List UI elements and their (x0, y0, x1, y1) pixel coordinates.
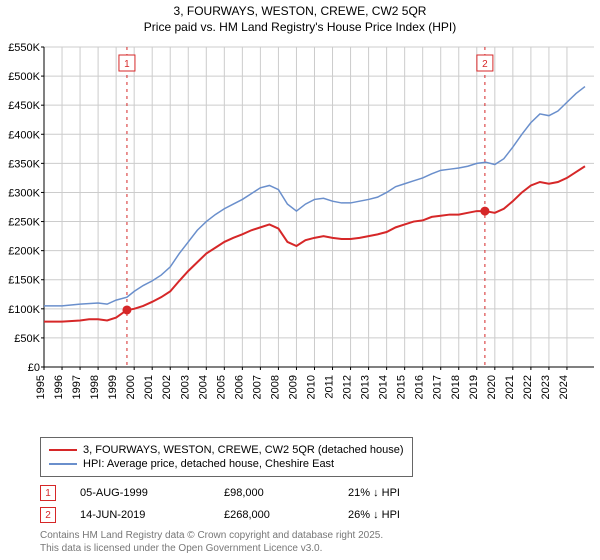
footer-line-1: Contains HM Land Registry data © Crown c… (40, 529, 600, 542)
title-line-2: Price paid vs. HM Land Registry's House … (0, 20, 600, 36)
svg-text:£300K: £300K (8, 188, 40, 200)
svg-text:2015: 2015 (396, 375, 408, 399)
svg-text:£550K: £550K (8, 42, 40, 54)
svg-text:1995: 1995 (35, 375, 47, 399)
legend-swatch (49, 449, 77, 451)
svg-text:2021: 2021 (504, 375, 516, 399)
svg-text:2012: 2012 (342, 375, 354, 399)
legend-row: HPI: Average price, detached house, Ches… (49, 458, 404, 470)
svg-text:1996: 1996 (53, 375, 65, 399)
svg-text:2007: 2007 (251, 375, 263, 399)
svg-text:2001: 2001 (143, 375, 155, 399)
event-diff: 21% ↓ HPI (348, 487, 400, 499)
chart-area: £0 £50K £100K £150K £200K £250K £300K £350K £400… (0, 41, 600, 431)
svg-text:£400K: £400K (8, 129, 40, 141)
svg-text:£150K: £150K (8, 275, 40, 287)
svg-text:2018: 2018 (450, 375, 462, 399)
footer-line-2: This data is licensed under the Open Gov… (40, 542, 600, 555)
svg-text:2011: 2011 (324, 375, 336, 399)
event-marker: 2 (40, 507, 56, 523)
svg-text:2004: 2004 (197, 375, 209, 399)
svg-text:2000: 2000 (125, 375, 137, 399)
legend-label: HPI: Average price, detached house, Ches… (83, 458, 334, 470)
svg-text:2: 2 (482, 59, 488, 70)
svg-text:2016: 2016 (414, 375, 426, 399)
svg-text:2002: 2002 (161, 375, 173, 399)
event-marker: 1 (40, 485, 56, 501)
svg-text:£0: £0 (28, 362, 40, 374)
svg-text:2008: 2008 (269, 375, 281, 399)
svg-text:1997: 1997 (71, 375, 83, 399)
legend-swatch (49, 463, 77, 465)
svg-text:2005: 2005 (215, 375, 227, 399)
legend-label: 3, FOURWAYS, WESTON, CREWE, CW2 5QR (det… (83, 444, 404, 456)
chart-svg: £0 £50K £100K £150K £200K £250K £300K £350K £400… (0, 41, 600, 431)
event-row: 1 05-AUG-1999 £98,000 21% ↓ HPI (40, 485, 600, 501)
legend-row: 3, FOURWAYS, WESTON, CREWE, CW2 5QR (det… (49, 444, 404, 456)
svg-text:£50K: £50K (14, 333, 40, 345)
svg-text:2019: 2019 (468, 375, 480, 399)
svg-text:£500K: £500K (8, 71, 40, 83)
footer-attribution: Contains HM Land Registry data © Crown c… (40, 529, 600, 555)
svg-text:2014: 2014 (378, 375, 390, 399)
svg-text:2020: 2020 (486, 375, 498, 399)
event-price: £268,000 (224, 509, 324, 521)
event-diff: 26% ↓ HPI (348, 509, 400, 521)
events-table: 1 05-AUG-1999 £98,000 21% ↓ HPI 2 14-JUN-2019… (40, 485, 600, 523)
svg-text:2023: 2023 (540, 375, 552, 399)
event-date: 14-JUN-2019 (80, 509, 200, 521)
svg-text:2009: 2009 (287, 375, 299, 399)
svg-text:2022: 2022 (522, 375, 534, 399)
svg-text:2024: 2024 (558, 375, 570, 399)
chart-title: 3, FOURWAYS, WESTON, CREWE, CW2 5QR Pric… (0, 0, 600, 41)
svg-text:1999: 1999 (107, 375, 119, 399)
title-line-1: 3, FOURWAYS, WESTON, CREWE, CW2 5QR (0, 4, 600, 20)
svg-text:1: 1 (124, 59, 130, 70)
legend: 3, FOURWAYS, WESTON, CREWE, CW2 5QR (det… (40, 437, 413, 477)
event-price: £98,000 (224, 487, 324, 499)
svg-text:£100K: £100K (8, 304, 40, 316)
svg-text:2006: 2006 (233, 375, 245, 399)
svg-text:£350K: £350K (8, 159, 40, 171)
svg-text:2013: 2013 (360, 375, 372, 399)
svg-text:1998: 1998 (89, 375, 101, 399)
event-row: 2 14-JUN-2019 £268,000 26% ↓ HPI (40, 507, 600, 523)
svg-text:£250K: £250K (8, 217, 40, 229)
svg-text:£450K: £450K (8, 100, 40, 112)
event-date: 05-AUG-1999 (80, 487, 200, 499)
svg-text:2010: 2010 (305, 375, 317, 399)
svg-text:2003: 2003 (179, 375, 191, 399)
svg-text:2017: 2017 (432, 375, 444, 399)
svg-text:£200K: £200K (8, 246, 40, 258)
